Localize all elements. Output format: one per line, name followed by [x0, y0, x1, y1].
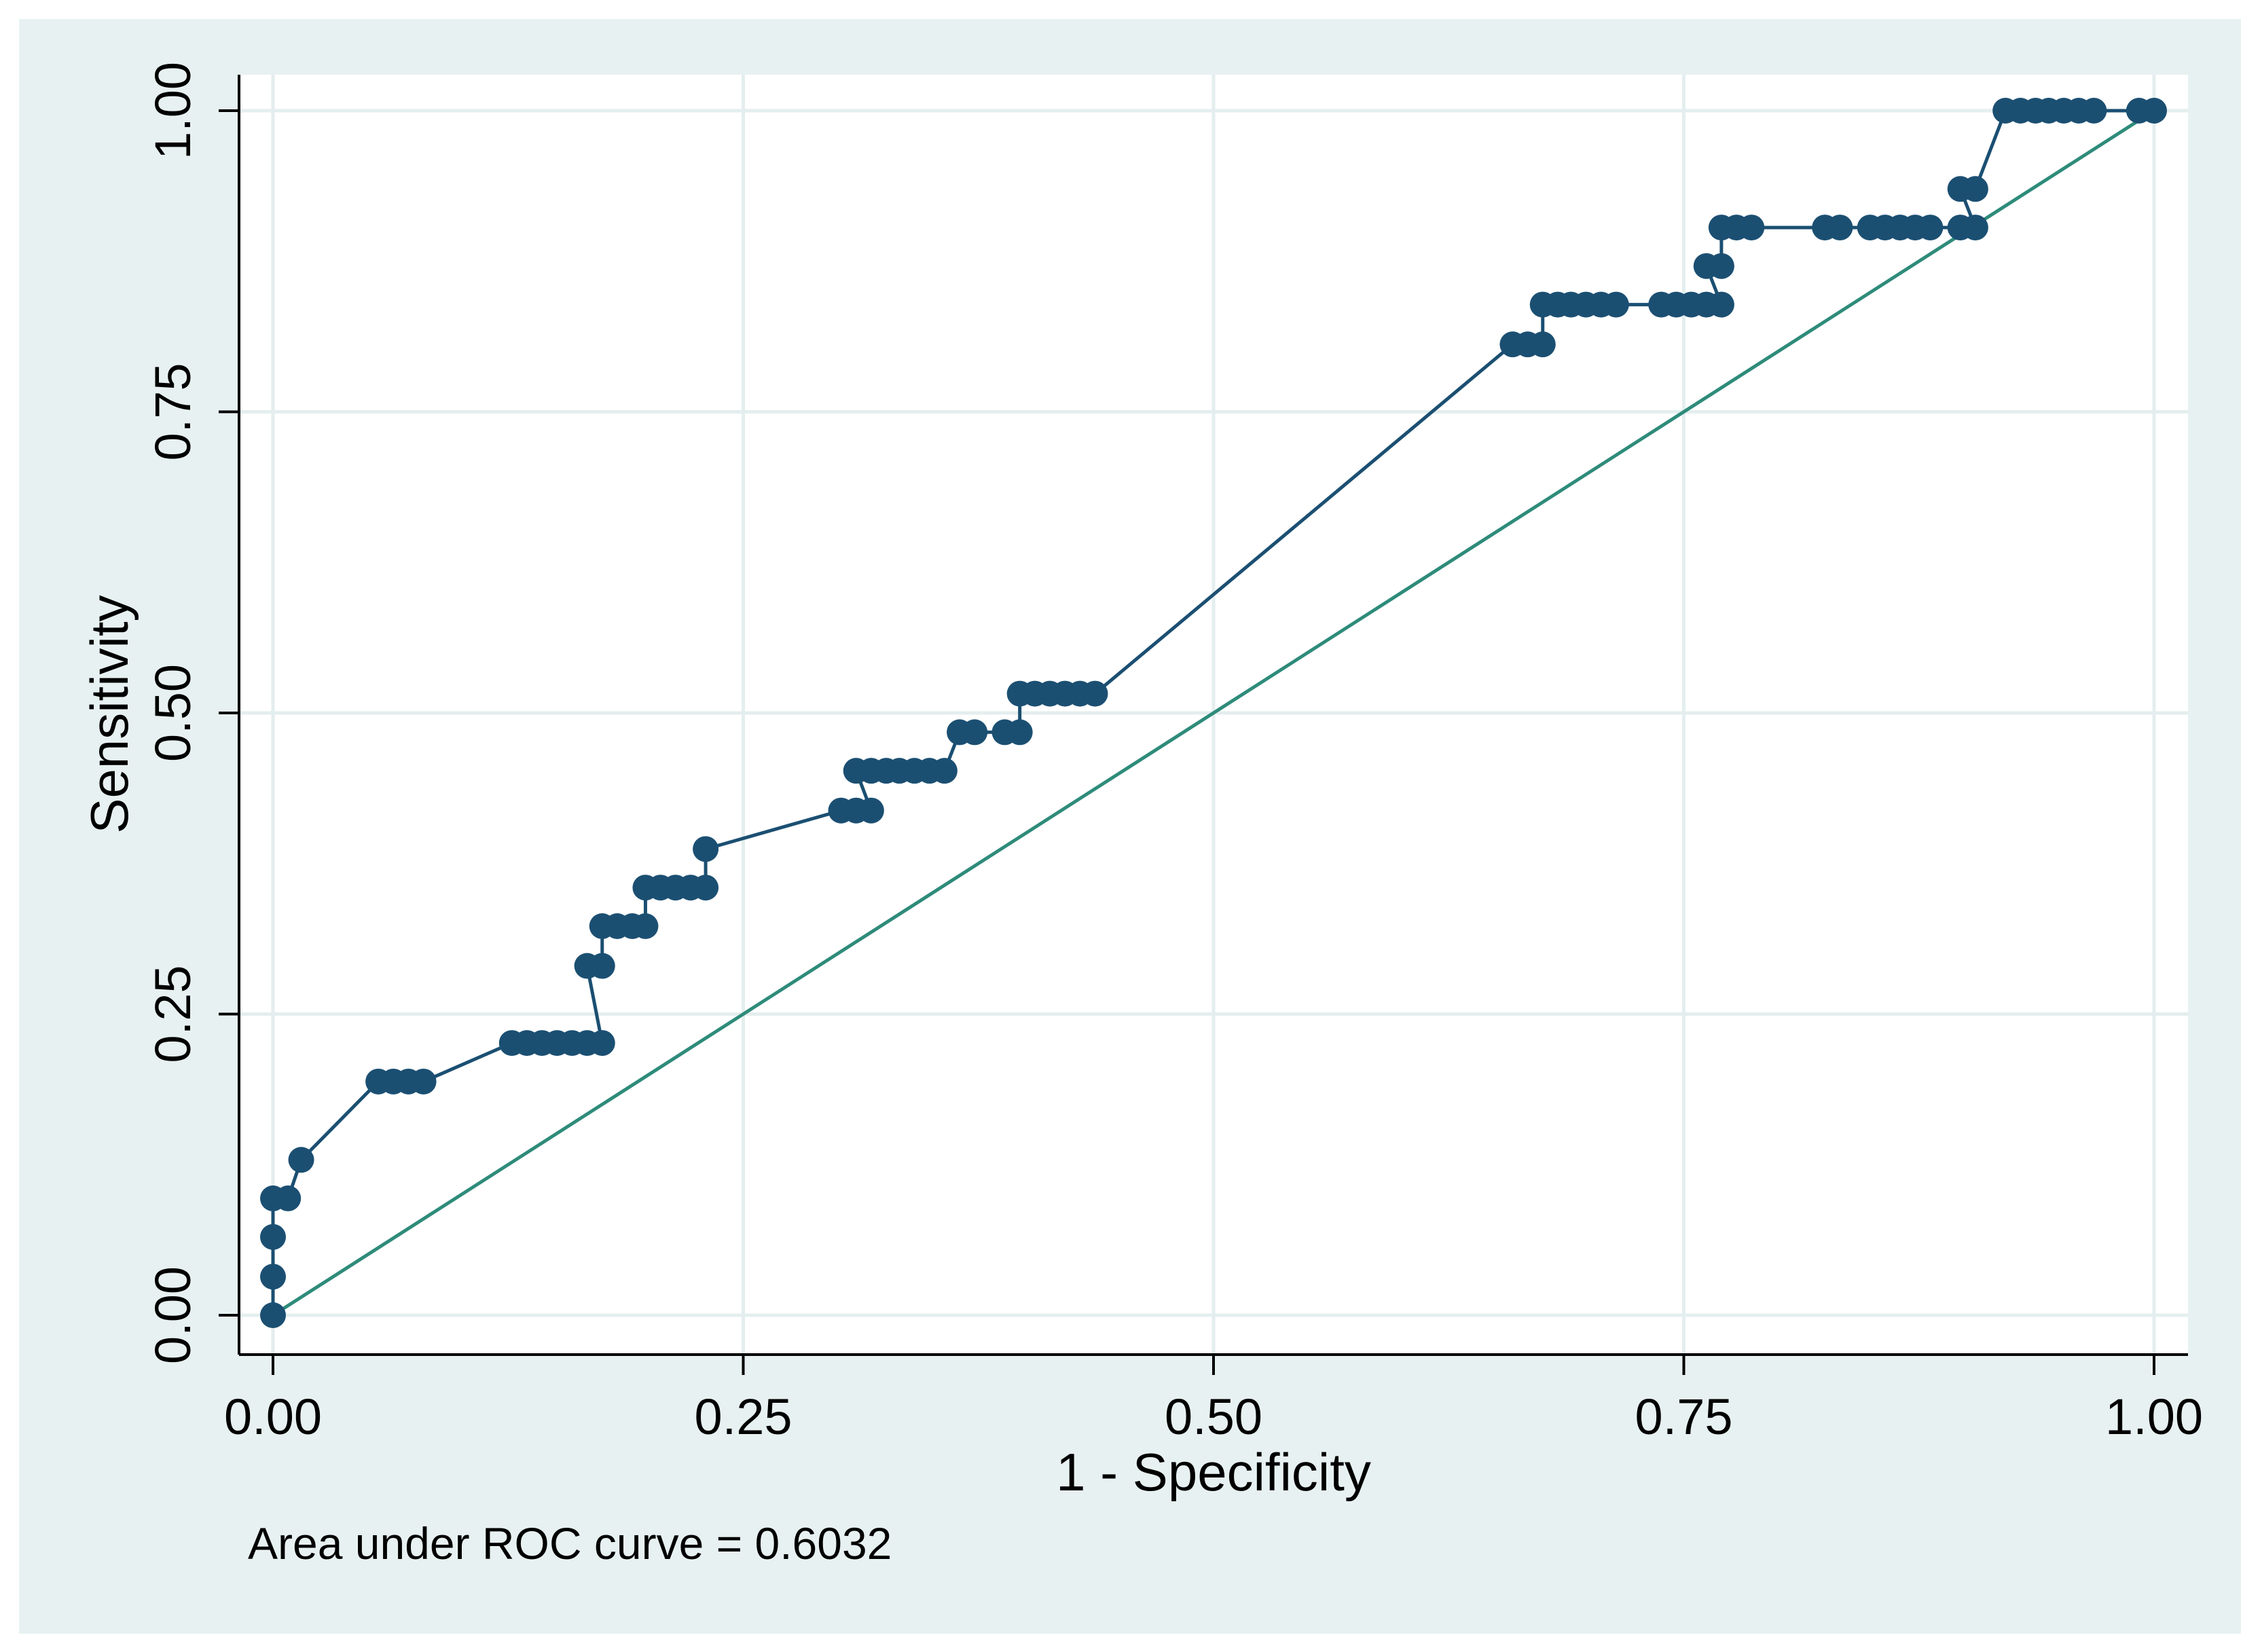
- roc-point: [1917, 215, 1944, 241]
- roc-point: [410, 1068, 437, 1095]
- roc-point: [589, 1030, 615, 1057]
- roc-point: [1708, 291, 1734, 318]
- y-tick-label: 0.25: [145, 965, 201, 1063]
- reference-diagonal-line: [272, 109, 2155, 1317]
- y-tick-label: 1.00: [145, 62, 201, 160]
- y-tick-label: 0.75: [145, 363, 201, 460]
- roc-point: [632, 913, 659, 939]
- auc-note: Area under ROC curve = 0.6032: [248, 1518, 892, 1568]
- axis-ticks: [219, 109, 2155, 1375]
- roc-point: [1006, 719, 1033, 746]
- roc-point: [589, 953, 615, 979]
- roc-point: [858, 797, 884, 824]
- x-tick-label: 0.25: [694, 1389, 792, 1445]
- x-tick-labels: 0.00 0.25 0.50 0.75 1.00: [224, 1389, 2203, 1445]
- x-axis-title: 1 - Specificity: [1056, 1442, 1371, 1502]
- roc-point: [2081, 98, 2107, 124]
- roc-point: [2141, 98, 2167, 124]
- y-axis-title: Sensitivity: [79, 595, 139, 833]
- y-tick-label: 0.00: [145, 1266, 201, 1364]
- y-tick-labels: 0.00 0.25 0.50 0.75 1.00: [145, 62, 201, 1364]
- roc-point: [260, 1302, 286, 1328]
- roc-point: [1827, 215, 1853, 241]
- roc-point: [962, 719, 988, 746]
- roc-point: [288, 1147, 314, 1173]
- roc-point: [1603, 291, 1629, 318]
- roc-point: [1529, 331, 1556, 358]
- roc-point: [1082, 680, 1108, 707]
- roc-point: [260, 1264, 286, 1290]
- x-tick-label: 0.75: [1635, 1389, 1732, 1445]
- roc-point: [931, 758, 958, 784]
- x-tick-label: 0.00: [224, 1389, 322, 1445]
- roc-point: [1708, 253, 1734, 279]
- y-tick-label: 0.50: [145, 664, 201, 762]
- roc-curve-markers: [260, 98, 2167, 1328]
- roc-point: [1962, 215, 1988, 241]
- x-tick-label: 1.00: [2105, 1389, 2203, 1445]
- roc-point: [260, 1224, 286, 1250]
- x-tick-label: 0.50: [1165, 1389, 1262, 1445]
- roc-point: [1962, 176, 1988, 202]
- roc-point: [275, 1185, 302, 1211]
- roc-point: [1738, 215, 1765, 241]
- roc-point: [693, 875, 719, 901]
- roc-point: [693, 836, 719, 862]
